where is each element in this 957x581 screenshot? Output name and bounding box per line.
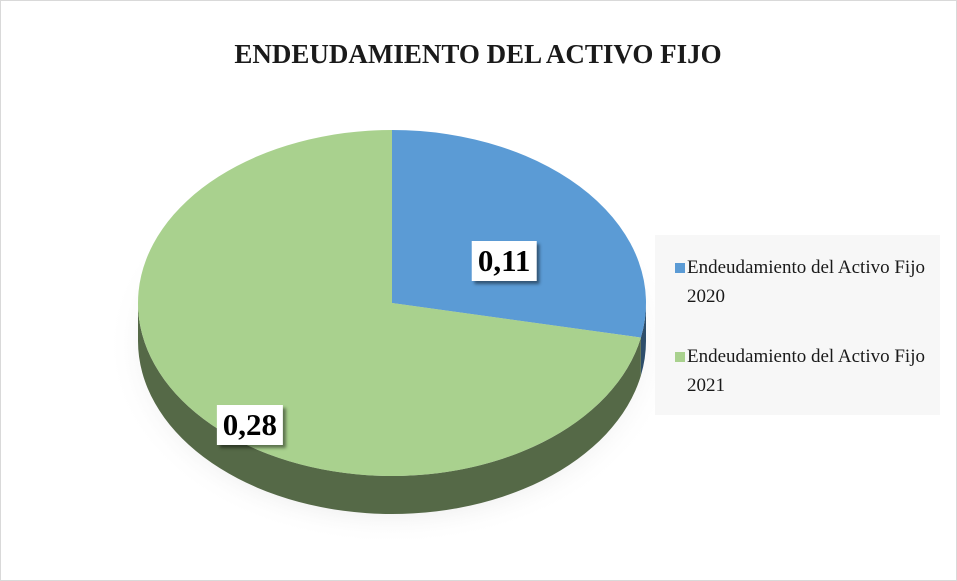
pie-slice-side bbox=[640, 303, 646, 376]
pie-slice bbox=[137, 130, 641, 476]
pie bbox=[137, 130, 646, 514]
legend-marker bbox=[675, 263, 685, 273]
pie-slice bbox=[392, 130, 646, 338]
data-label: 0,11 bbox=[471, 240, 537, 281]
chart-title: ENDEUDAMIENTO DEL ACTIVO FIJO bbox=[234, 39, 721, 69]
legend: Endeudamiento del Activo Fijo 2020 Endeud… bbox=[655, 235, 940, 415]
pie-slice-side bbox=[138, 303, 641, 514]
legend-label: Endeudamiento del Activo Fijo 2021 bbox=[687, 346, 925, 396]
legend-entry: Endeudamiento del Activo Fijo 2021 bbox=[675, 342, 930, 400]
data-label: 0,28 bbox=[216, 405, 283, 446]
legend-marker bbox=[675, 352, 685, 362]
legend-label: Endeudamiento del Activo Fijo 2020 bbox=[687, 257, 925, 307]
legend-entry: Endeudamiento del Activo Fijo 2020 bbox=[675, 253, 930, 311]
